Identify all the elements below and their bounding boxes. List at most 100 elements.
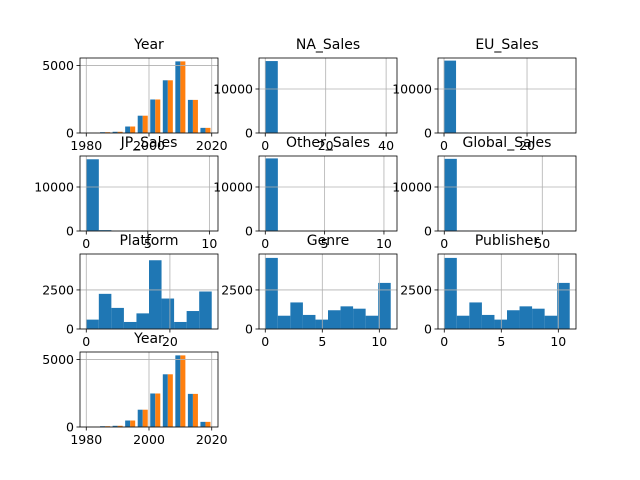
bar [444,158,457,231]
bar [137,115,143,133]
x-tick-label: 1980 [70,432,102,447]
bar [136,313,149,329]
bar [519,306,533,329]
bar [557,282,570,329]
bar [161,298,175,329]
y-tick-label: 0 [424,224,432,239]
x-tick-label: 50 [534,236,550,251]
bar [100,132,106,133]
bar [162,80,168,133]
x-tick-label: 2000 [133,432,165,447]
plot-area [438,58,576,133]
subplot-title: Other_Sales [286,135,370,151]
bar [365,315,379,329]
y-tick-label: 0 [424,126,432,141]
bar [340,306,354,329]
bar [315,319,328,329]
bar [98,230,112,231]
x-tick-label: 0 [440,236,448,251]
x-tick-label: 0 [261,236,269,251]
bar [155,99,161,133]
subplot-title: Publisher [475,233,540,249]
axes-frame [258,57,398,134]
axes-frame [79,155,219,232]
bar [125,420,131,427]
subplot-title: JP_Sales [120,135,178,151]
bar [187,393,193,427]
y-tick-label: 10000 [213,179,253,194]
bar [150,99,156,133]
y-tick-label: 0 [245,126,253,141]
bar [328,310,341,329]
plot-area [438,156,576,231]
y-tick-label: 10000 [392,179,432,194]
subplot-title: Year [133,331,164,347]
bar [167,374,173,427]
bar [507,310,520,329]
bar [494,319,507,329]
y-tick-label: 2500 [42,282,74,297]
y-tick-label: 10000 [34,179,74,194]
bar [265,61,278,133]
x-tick-label: 2000 [133,138,165,153]
bar [105,132,111,133]
bar [155,393,161,427]
bar [544,315,558,329]
bar [86,319,99,329]
x-tick-label: 0 [261,138,269,153]
y-tick-label: 10000 [392,81,432,96]
bar [302,314,316,329]
axes-frame [79,253,219,330]
x-tick-label: 5 [321,236,329,251]
bar [180,355,186,427]
bar [186,311,200,329]
x-tick-label: 0 [82,236,90,251]
x-tick-label: 20 [519,138,535,153]
y-tick-label: 0 [66,224,74,239]
y-tick-label: 0 [66,322,74,337]
plot-area [80,156,218,231]
bar [162,374,168,427]
x-tick-label: 2020 [196,432,228,447]
bar [290,302,303,329]
bar [117,131,123,133]
axes-frame [437,155,577,232]
x-tick-label: 10 [376,236,392,251]
bar [469,302,482,329]
bar [130,420,136,427]
y-tick-label: 10000 [213,81,253,96]
bar [117,425,123,427]
plot-area [259,58,397,133]
bar [265,158,278,231]
x-tick-label: 5 [318,334,326,349]
x-tick-label: 20 [162,334,178,349]
x-tick-label: 40 [378,138,394,153]
bar [174,321,187,329]
y-tick-label: 0 [424,322,432,337]
bar [125,126,131,133]
bar [378,282,391,329]
x-tick-label: 20 [318,138,334,153]
subplot-title: Year [133,37,164,53]
bar [137,409,143,427]
x-tick-label: 10 [371,334,387,349]
axes-frame [79,57,219,134]
x-tick-label: 1980 [70,138,102,153]
bar [142,409,148,427]
bar [180,61,186,133]
bar [187,99,193,133]
bar [130,126,136,133]
y-tick-label: 5000 [42,58,74,73]
y-tick-label: 0 [245,322,253,337]
y-tick-label: 0 [66,126,74,141]
bar [112,425,118,427]
subplot-title: Global_Sales [463,135,552,151]
x-tick-label: 0 [440,334,448,349]
bar [444,257,457,329]
bar [98,293,112,329]
bar [481,314,495,329]
y-tick-label: 0 [245,224,253,239]
subplot-title: Platform [119,233,178,249]
bar [200,421,206,427]
